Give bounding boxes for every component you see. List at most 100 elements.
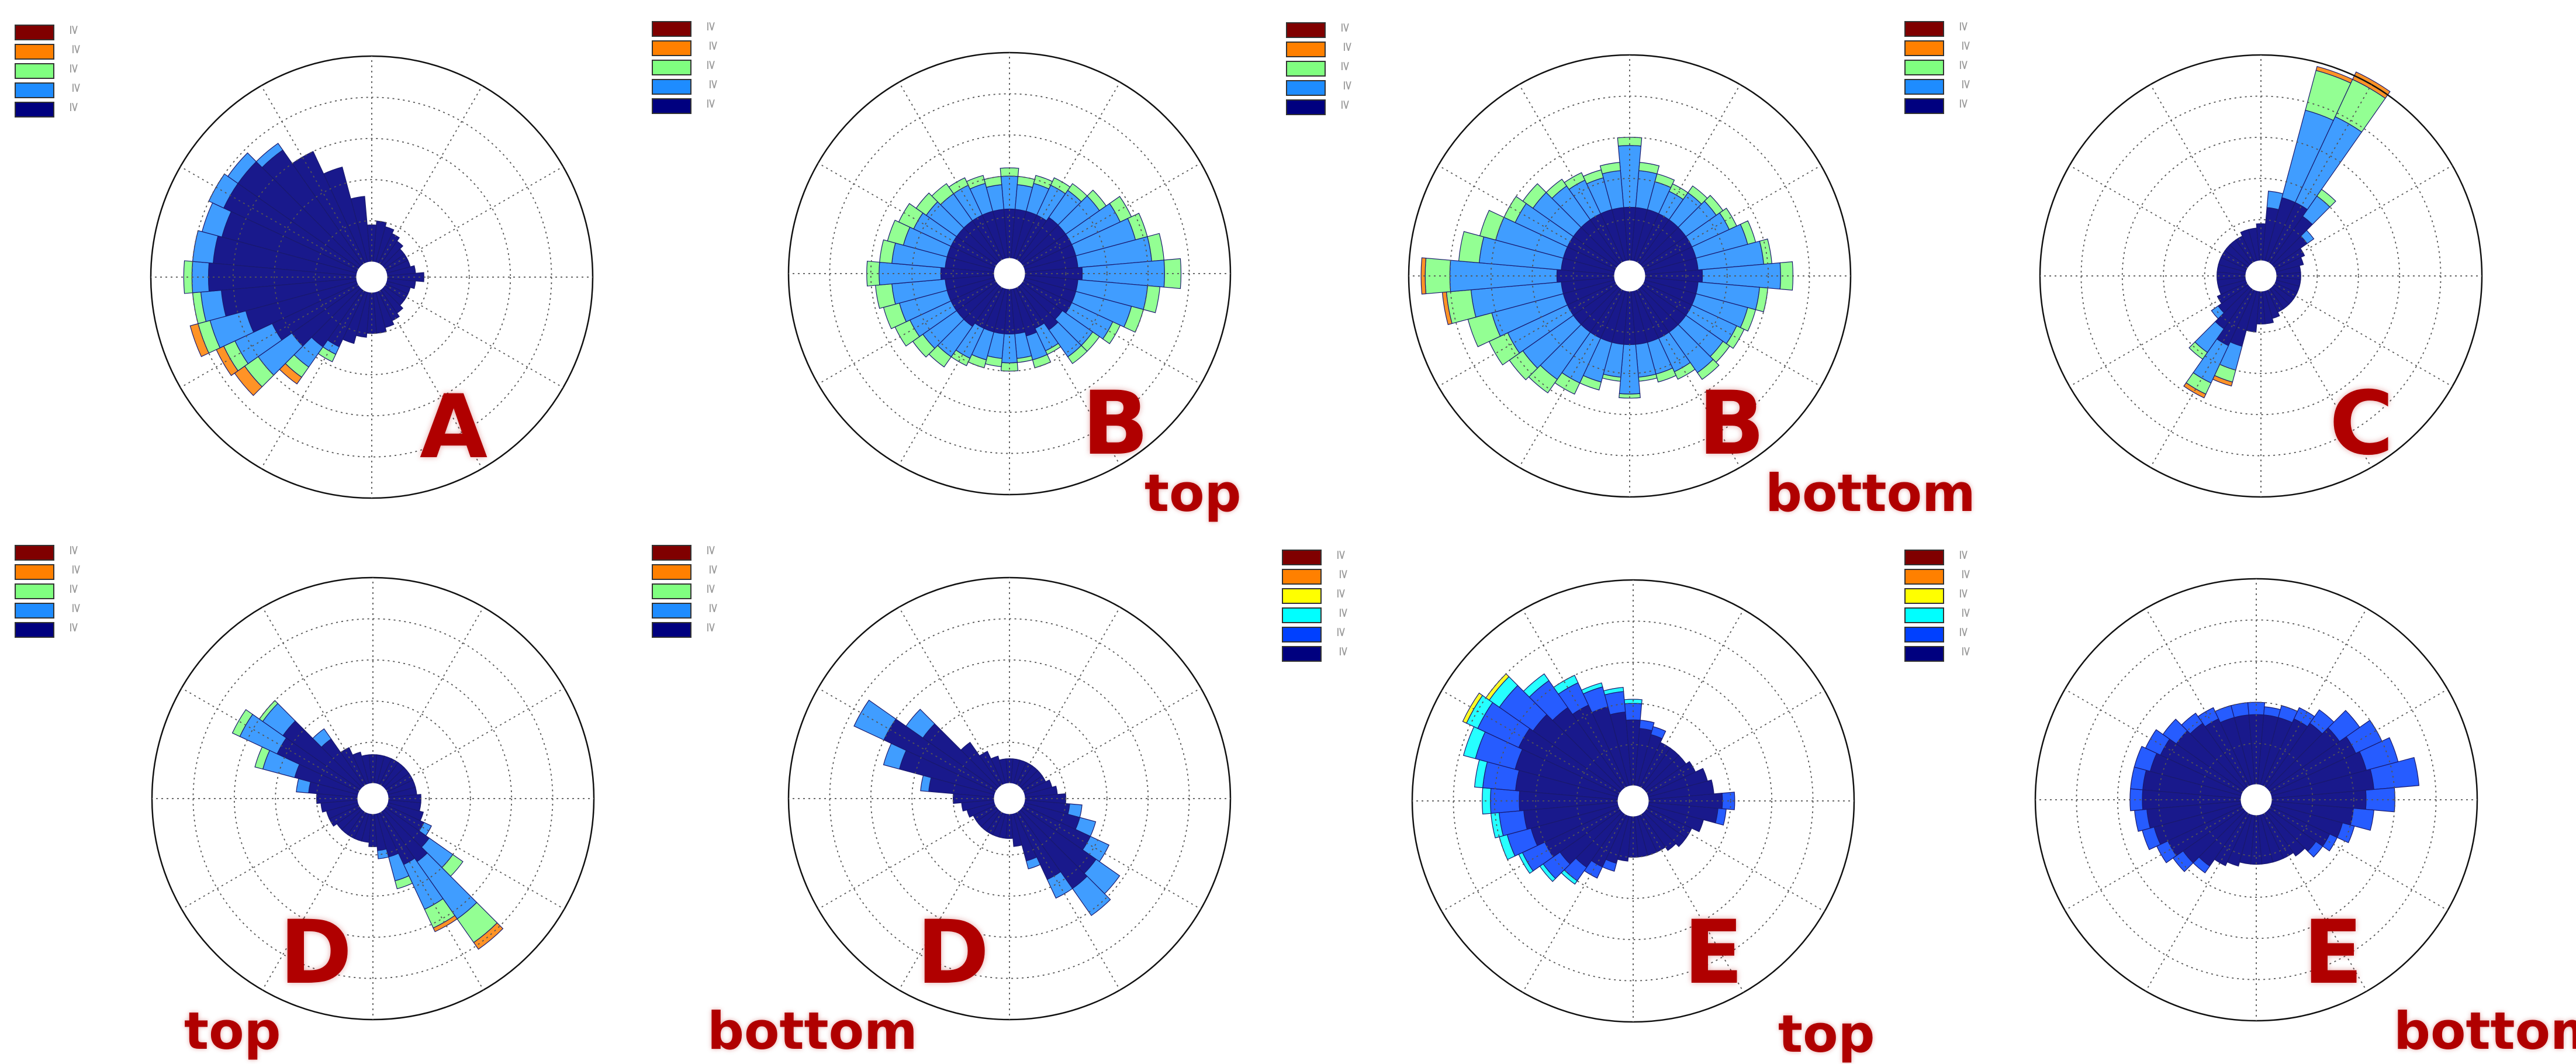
grid-ring [911,175,1108,372]
windrose-wedge [984,176,1002,188]
grid-ring [2163,178,2359,374]
windrose-plot [787,51,1232,496]
legend-label: ≥ [1956,98,1971,109]
legend-label: ≥ [1334,550,1348,561]
grid-ring [233,659,513,938]
windrose-plot [787,576,1232,1021]
legend-swatch [15,63,54,79]
legend-label: ≥ [1340,42,1355,53]
grid-spoke [2069,165,2248,269]
legend-label: ≥ [1336,569,1351,580]
legend-swatch [652,564,691,580]
legend-label: ≥ [1956,550,1971,561]
windrose-plot [2034,578,2478,1022]
center-hole [994,783,1025,814]
legend-label: ≥ [69,82,84,94]
grid-spoke [385,284,563,388]
legend-label: ≥ [1338,99,1353,110]
windrose-plot [151,576,595,1021]
legend-label: ≥ [706,564,721,575]
windrose-wedge [898,203,924,230]
legend-label: ≥ [69,564,84,575]
legend-swatch [652,603,691,619]
windrose-plot [1411,579,1855,1023]
windrose-wedge [1655,367,1677,383]
windrose-wedge [433,915,458,932]
panel-label: B [1082,373,1150,475]
legend-swatch [652,98,691,114]
windrose-wedge [2162,718,2188,745]
legend-label: ≥ [1959,569,1973,580]
center-hole [356,261,388,293]
legend-swatch [1904,569,1944,585]
center-hole [357,783,389,814]
grid-ring [911,700,1108,897]
legend-swatch [1904,21,1944,37]
windrose-wedge [2307,841,2323,858]
windrose-wedge [1458,231,1485,264]
windrose-wedge [1697,358,1720,380]
grid-ring [274,179,470,375]
windrose-wedge [394,875,413,890]
legend-swatch [1904,588,1944,604]
windrose-wedge [1462,692,1484,724]
legend-swatch [652,545,691,561]
grid-ring [870,659,1149,938]
windrose-wedge [2350,807,2374,831]
legend-swatch [1286,80,1326,96]
windrose-wedge [2336,822,2355,844]
legend-label: ≥ [1336,607,1351,619]
panel-sublabel: top [1144,463,1242,523]
legend-swatch [1282,569,1322,585]
panel-sublabel: bottom [2394,1001,2576,1061]
windrose-wedge [1619,393,1641,399]
windrose-wedge [1740,307,1756,332]
windrose-wedge [1000,362,1019,372]
windrose-wedge [377,848,389,859]
legend-swatch [1286,99,1326,115]
grid-ring [275,700,471,897]
panel-sublabel: bottom [1765,463,1976,523]
windrose-wedge [1071,876,1111,916]
windrose-plot [150,55,594,499]
legend-label: ≥ [67,63,81,74]
legend-swatch [1904,627,1944,642]
windrose-wedge [966,175,986,190]
grid-spoke [818,806,997,910]
legend-label: ≥ [1959,607,1973,619]
legend-label: ≥ [706,40,721,51]
legend-swatch [1286,22,1326,38]
legend-label: ≥ [706,79,721,90]
legend-swatch [652,21,691,37]
legend-swatch [15,25,54,40]
legend-label: ≥ [1336,646,1351,657]
grid-spoke [2274,283,2453,387]
windrose-wedge [879,239,896,264]
legend-label: ≥ [704,583,718,595]
grid-ring [1490,136,1769,416]
windrose-wedge [2134,745,2157,772]
windrose-wedge [189,323,210,357]
grid-ring [1535,703,1731,899]
windrose-wedge [1779,261,1794,291]
windrose-wedge [1000,167,1019,177]
legend-swatch [1286,42,1326,57]
legend-swatch [1282,588,1322,604]
legend-label: ≥ [704,21,718,32]
panel-label: C [2329,373,2395,475]
grid-ring [952,216,1067,331]
panel-label: D [917,902,991,1004]
windrose-plot [1408,54,1852,498]
legend-label: ≥ [67,622,81,633]
windrose-wedge [1025,856,1041,870]
legend-label: ≥ [1956,60,1971,71]
windrose-wedge [1522,183,1547,209]
grid-spoke [385,166,563,270]
legend-swatch [1282,550,1322,565]
windrose-wedge [1102,321,1121,344]
legend-swatch [1904,60,1944,75]
windrose-wedge [255,143,283,168]
windrose-wedge [1714,808,1727,826]
windrose-wedge [473,922,504,950]
